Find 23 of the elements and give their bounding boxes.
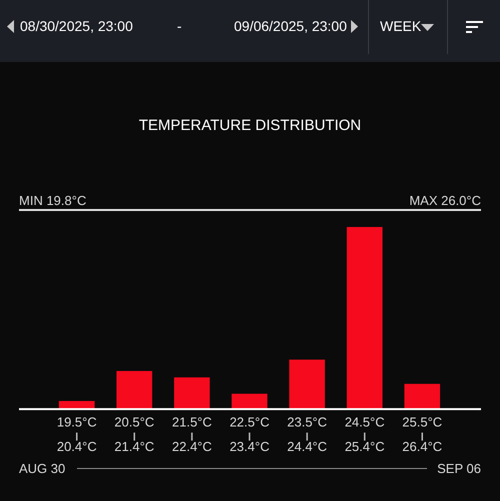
text: MAX 26.0°C (409, 193, 481, 208)
bar (174, 377, 210, 409)
x-tick-label: 19.5°C 20.4°C (56, 414, 97, 454)
bar (232, 394, 268, 409)
bar (289, 360, 325, 409)
bar (346, 227, 382, 409)
bar (58, 400, 95, 409)
x-tick-label: 21.5°C 22.4°C (172, 414, 212, 454)
chart-title: TEMPERATURE DISTRIBUTION (138, 117, 362, 134)
text: MIN 19.8°C (19, 193, 86, 208)
x-tick-label: 24.5°C 25.4°C (344, 414, 385, 454)
x-tick-label: 20.5°C 21.4°C (114, 414, 154, 454)
text: 09/06/2025, 23:00 (234, 18, 347, 34)
text: SEP 06 (437, 461, 481, 476)
bar (404, 384, 440, 409)
text: 08/30/2025, 23:00 (20, 18, 133, 34)
x-tick-label: 23.5°C 24.4°C (287, 414, 328, 454)
text: - (177, 18, 182, 34)
bar (116, 371, 152, 409)
x-tick-label: 22.5°C 23.4°C (230, 414, 270, 454)
text: WEEK (380, 18, 422, 34)
x-tick-label: 25.5°C 26.4°C (402, 414, 442, 454)
text: AUG 30 (19, 461, 66, 476)
